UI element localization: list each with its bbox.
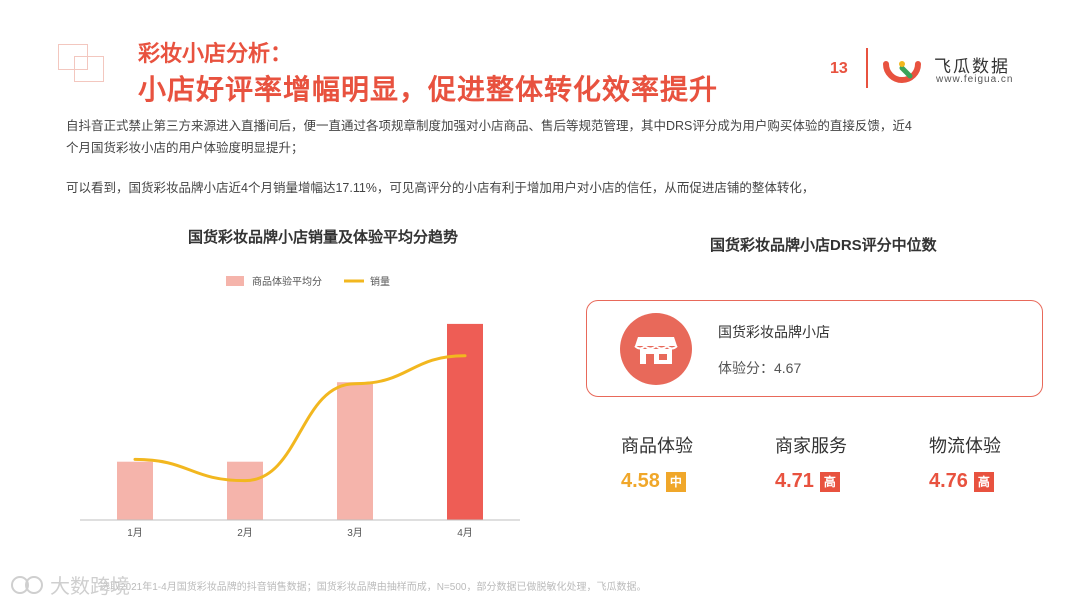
sales-line [133, 354, 467, 483]
legend-swatch-bar [226, 276, 244, 286]
metric-badge: 中 [665, 471, 686, 492]
watermark-logo-icon [11, 575, 43, 594]
brand-url: www.feigua.cn [936, 74, 1014, 85]
x-tick-label: 2月 [237, 527, 253, 539]
legend-label-bar: 商品体验平均分 [252, 275, 322, 288]
brand-name: 飞瓜数据 [934, 57, 1010, 76]
decorative-square [58, 44, 88, 70]
feigua-logo-icon [883, 61, 921, 83]
sales-score-chart: 商品体验平均分 销量 1月 2月 3月 4月 [80, 275, 520, 539]
metric-value: 4.71 [775, 470, 814, 492]
x-tick-label: 4月 [457, 527, 473, 539]
chart-title: 国货彩妆品牌小店销量及体验平均分趋势 [188, 229, 459, 246]
watermark: 大数跨境 [10, 570, 130, 599]
x-tick-label: 3月 [347, 527, 363, 539]
intro-line: 自抖音正式禁止第三方来源进入直播间后，便一直通过各项规章制度加强对小店商品、售后… [66, 119, 912, 133]
card-score: 体验分：4.67 [718, 360, 802, 376]
intro-line: 个月国货彩妆小店的用户体验度明显提升； [66, 141, 304, 155]
drs-title: 国货彩妆品牌小店DRS评分中位数 [710, 237, 937, 254]
page-title: 小店好评率增幅明显，促进整体转化效率提升 [138, 74, 719, 105]
metric-value: 4.76 [929, 470, 968, 492]
summary-paragraph: 可以看到，国货彩妆品牌小店近4个月销量增幅达17.11%，可见高评分的小店有利于… [66, 181, 815, 195]
metric-label: 商家服务 [775, 436, 847, 456]
bar-2月 [227, 461, 263, 520]
decorative-square [74, 56, 104, 82]
bar-1月 [117, 461, 153, 520]
watermark-text: 大数跨境 [50, 576, 130, 598]
x-tick-label: 1月 [127, 527, 143, 539]
metric-badge: 高 [819, 471, 840, 492]
bar-4月 [447, 323, 483, 520]
footnote: 选取2021年1-4月国货彩妆品牌的抖音销售数据；国货彩妆品牌由抽样而成，N=5… [100, 582, 647, 593]
metric-label: 商品体验 [621, 436, 693, 456]
bar-3月 [337, 382, 373, 520]
decorative-squares [58, 44, 110, 86]
legend-label-line: 销量 [370, 275, 390, 288]
header-divider [866, 48, 868, 88]
metric-logistics-experience: 物流体验 4.76 高 [929, 432, 1069, 493]
intro-paragraph: 自抖音正式禁止第三方来源进入直播间后，便一直通过各项规章制度加强对小店商品、售后… [66, 115, 1026, 159]
metric-value: 4.58 [621, 470, 660, 492]
section-title: 彩妆小店分析： [138, 41, 293, 66]
metric-label: 物流体验 [929, 436, 1001, 456]
metric-product-experience: 商品体验 4.58 中 [621, 432, 761, 493]
store-icon [620, 313, 692, 385]
drs-card [586, 300, 1043, 397]
card-store-name: 国货彩妆品牌小店 [718, 324, 830, 340]
page-number: 13 [830, 60, 848, 77]
metric-merchant-service: 商家服务 4.71 高 [775, 432, 915, 493]
metric-badge: 高 [973, 471, 994, 492]
